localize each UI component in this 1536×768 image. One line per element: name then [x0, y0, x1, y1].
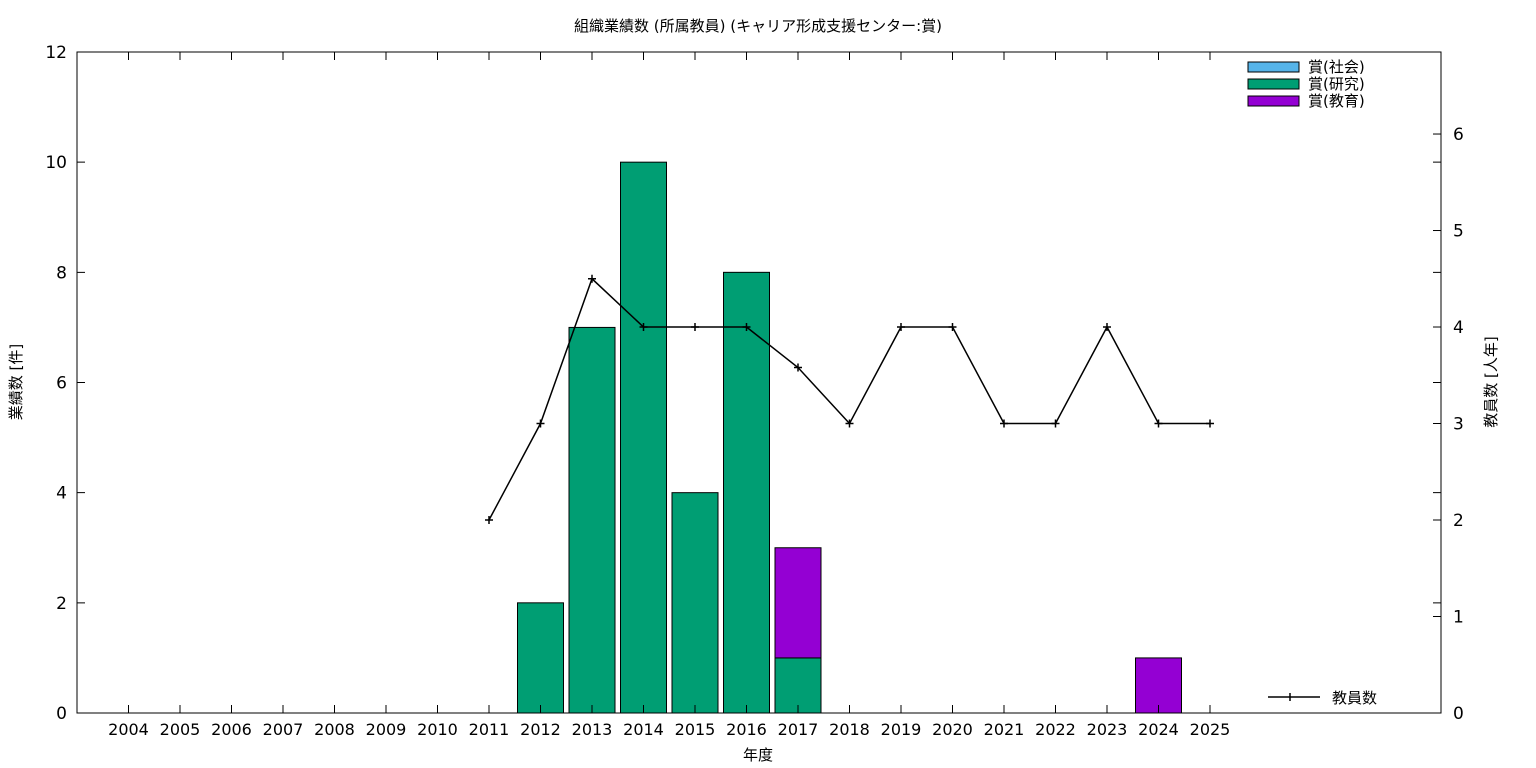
y-tick-label: 8 — [56, 263, 67, 283]
y2-tick-label: 1 — [1453, 608, 1464, 628]
legend-label: 賞(教育) — [1308, 92, 1365, 110]
y2-tick-label: 4 — [1453, 318, 1464, 338]
x-tick-label: 2006 — [211, 720, 252, 739]
bar — [774, 657, 822, 714]
x-tick-label: 2015 — [675, 720, 716, 739]
line-point — [897, 323, 905, 332]
x-tick-label: 2021 — [984, 720, 1025, 739]
legend-label: 教員数 — [1332, 689, 1377, 707]
x-tick-label: 2019 — [881, 720, 922, 739]
x-tick-label: 2024 — [1138, 720, 1179, 739]
x-tick-label: 2017 — [778, 720, 819, 739]
x-tick-label: 2025 — [1190, 720, 1231, 739]
line-point — [588, 274, 596, 283]
line-point — [691, 323, 699, 332]
line-point — [742, 323, 751, 332]
line-point — [1051, 419, 1060, 428]
y-tick-label: 12 — [45, 43, 67, 63]
x-tick-label: 2023 — [1087, 720, 1128, 739]
line-point — [485, 516, 493, 525]
bar — [671, 492, 719, 714]
x-tick-label: 2020 — [932, 720, 973, 739]
y-tick-label: 6 — [56, 374, 67, 394]
y2-tick-label: 5 — [1453, 222, 1464, 242]
bar — [774, 547, 822, 659]
line-point — [1206, 419, 1214, 428]
chart-title: 組織業績数 (所属教員) (キャリア形成支援センター:賞) — [574, 17, 942, 35]
bar — [1135, 657, 1182, 714]
x-tick-label: 2013 — [572, 720, 613, 739]
line-point — [1103, 323, 1111, 332]
y-tick-label: 0 — [56, 704, 67, 724]
x-tick-label: 2010 — [417, 720, 458, 739]
x-tick-label: 2014 — [623, 720, 664, 739]
line-point — [794, 363, 802, 372]
legend-swatch — [1247, 78, 1300, 90]
bar — [517, 602, 564, 714]
y-tick-label: 4 — [56, 484, 67, 504]
x-tick-label: 2018 — [829, 720, 870, 739]
line-point — [639, 323, 648, 332]
line-point — [1000, 419, 1008, 428]
x-tick-label: 2004 — [108, 720, 149, 739]
line-point — [536, 419, 545, 428]
bar — [568, 326, 616, 714]
bars-layer — [517, 161, 1182, 714]
legend-label: 賞(研究) — [1308, 75, 1365, 93]
x-tick-label: 2007 — [263, 720, 304, 739]
y2-tick-label: 6 — [1453, 125, 1464, 145]
line-point — [1154, 419, 1163, 428]
legend-label: 賞(社会) — [1308, 58, 1365, 76]
x-tick-label: 2005 — [160, 720, 201, 739]
y2-tick-label: 0 — [1453, 704, 1464, 724]
y2-tick-label: 2 — [1453, 511, 1464, 531]
x-axis-label: 年度 — [743, 746, 773, 764]
legend-swatch — [1247, 61, 1300, 73]
line-point — [948, 323, 957, 332]
bar — [723, 271, 770, 714]
y2-axis-label: 教員数 [人年] — [1482, 336, 1500, 427]
legend-swatch — [1247, 95, 1300, 107]
y2-tick-label: 3 — [1453, 415, 1464, 435]
legend: 賞(社会)賞(研究)賞(教育) 教員数 — [1247, 58, 1377, 707]
x-tick-label: 2009 — [366, 720, 407, 739]
x-tick-label: 2022 — [1035, 720, 1076, 739]
x-tick-label: 2008 — [314, 720, 355, 739]
y-tick-label: 10 — [45, 153, 67, 173]
x-tick-label: 2011 — [469, 720, 510, 739]
bar — [620, 161, 667, 714]
x-tick-label: 2016 — [726, 720, 767, 739]
x-tick-label: 2012 — [520, 720, 561, 739]
y-axis-label: 業績数 [件] — [7, 344, 25, 420]
line-layer — [485, 274, 1214, 525]
y-tick-label: 2 — [56, 594, 67, 614]
line-point — [845, 419, 854, 428]
